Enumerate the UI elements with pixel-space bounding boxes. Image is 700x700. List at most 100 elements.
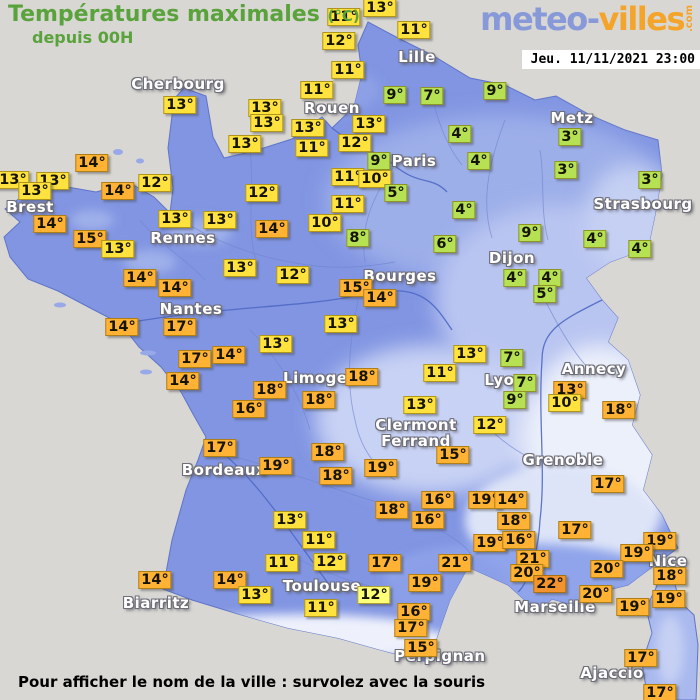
temp-badge[interactable]: 3° — [554, 161, 578, 179]
temp-badge[interactable]: 19° — [408, 574, 442, 592]
temp-badge[interactable]: 4° — [503, 269, 527, 287]
temp-badge[interactable]: 11° — [302, 531, 336, 549]
temp-badge[interactable]: 19° — [616, 598, 650, 616]
temp-badge[interactable]: 13° — [363, 0, 397, 17]
temp-badge[interactable]: 16° — [502, 531, 536, 549]
temp-badge[interactable]: 13° — [453, 345, 487, 363]
temp-badge[interactable]: 7° — [420, 87, 444, 105]
temp-badge[interactable]: 9° — [483, 82, 507, 100]
temp-badge[interactable]: 9° — [503, 391, 527, 409]
temp-badge[interactable]: 19° — [364, 459, 398, 477]
temp-badge[interactable]: 4° — [448, 125, 472, 143]
temp-badge[interactable]: 3° — [638, 171, 662, 189]
temp-badge[interactable]: 13° — [228, 135, 262, 153]
temp-badge[interactable]: 12° — [138, 174, 172, 192]
temp-badge[interactable]: 6° — [433, 235, 457, 253]
temp-badge[interactable]: 13° — [223, 259, 257, 277]
temp-badge[interactable]: 13° — [18, 182, 52, 200]
temp-badge[interactable]: 7° — [500, 349, 524, 367]
temp-badge[interactable]: 13° — [352, 115, 386, 133]
temp-badge[interactable]: 3° — [558, 128, 582, 146]
temp-badge[interactable]: 15° — [73, 230, 107, 248]
temp-badge[interactable]: 11° — [423, 364, 457, 382]
temp-badge[interactable]: 14° — [158, 279, 192, 297]
temp-badge[interactable]: 9° — [367, 152, 391, 170]
temp-badge[interactable]: 11° — [331, 61, 365, 79]
temp-badge[interactable]: 18° — [253, 381, 287, 399]
temp-badge[interactable]: 13° — [273, 511, 307, 529]
temp-badge[interactable]: 18° — [497, 512, 531, 530]
temp-badge[interactable]: 12° — [357, 586, 391, 604]
temp-badge[interactable]: 11° — [397, 21, 431, 39]
temp-badge[interactable]: 18° — [602, 401, 636, 419]
temp-badge[interactable]: 17° — [368, 554, 402, 572]
temp-badge[interactable]: 14° — [213, 571, 247, 589]
temp-badge[interactable]: 5° — [533, 285, 557, 303]
temp-badge[interactable]: 21° — [438, 554, 472, 572]
temp-badge[interactable]: 11° — [300, 81, 334, 99]
temp-badge[interactable]: 14° — [166, 372, 200, 390]
temp-badge[interactable]: 13° — [163, 96, 197, 114]
temp-badge[interactable]: 20° — [579, 585, 613, 603]
temp-badge[interactable]: 12° — [338, 134, 372, 152]
temp-badge[interactable]: 22° — [533, 575, 567, 593]
temp-badge[interactable]: 4° — [583, 230, 607, 248]
temp-badge[interactable]: 18° — [319, 467, 353, 485]
temp-badge[interactable]: 17° — [624, 649, 658, 667]
temp-badge[interactable]: 10° — [358, 170, 392, 188]
temp-badge[interactable]: 17° — [558, 521, 592, 539]
temp-badge[interactable]: 19° — [259, 457, 293, 475]
temp-badge[interactable]: 14° — [494, 491, 528, 509]
temp-badge[interactable]: 14° — [123, 269, 157, 287]
temp-badge[interactable]: 14° — [75, 154, 109, 172]
temp-badge[interactable]: 17° — [178, 350, 212, 368]
temp-badge[interactable]: 14° — [255, 220, 289, 238]
temp-badge[interactable]: 13° — [248, 99, 282, 117]
temp-badge[interactable]: 17° — [203, 439, 237, 457]
temp-badge[interactable]: 9° — [518, 224, 542, 242]
temp-badge[interactable]: 14° — [105, 318, 139, 336]
temp-badge[interactable]: 15° — [404, 639, 438, 657]
temp-badge[interactable]: 18° — [345, 368, 379, 386]
temp-badge[interactable]: 12° — [245, 184, 279, 202]
temp-badge[interactable]: 5° — [384, 184, 408, 202]
temp-badge[interactable]: 13° — [324, 315, 358, 333]
temp-badge[interactable]: 16° — [232, 400, 266, 418]
temp-badge[interactable]: 12° — [322, 32, 356, 50]
temp-badge[interactable]: 16° — [411, 511, 445, 529]
temp-badge[interactable]: 14° — [101, 182, 135, 200]
temp-badge[interactable]: 11° — [304, 599, 338, 617]
temp-badge[interactable]: 14° — [212, 346, 246, 364]
temp-badge[interactable]: 12° — [313, 553, 347, 571]
temp-badge[interactable]: 11° — [327, 8, 361, 26]
temp-badge[interactable]: 20° — [590, 560, 624, 578]
temp-badge[interactable]: 11° — [265, 554, 299, 572]
temp-badge[interactable]: 12° — [473, 416, 507, 434]
temp-badge[interactable]: 11° — [295, 139, 329, 157]
temp-badge[interactable]: 12° — [276, 266, 310, 284]
temp-badge[interactable]: 13° — [403, 396, 437, 414]
temp-badge[interactable]: 17° — [591, 475, 625, 493]
temp-badge[interactable]: 8° — [346, 229, 370, 247]
temp-badge[interactable]: 13° — [259, 335, 293, 353]
temp-badge[interactable]: 17° — [643, 684, 677, 700]
temp-badge[interactable]: 19° — [468, 491, 502, 509]
temp-badge[interactable]: 18° — [653, 567, 687, 585]
temp-badge[interactable]: 7° — [513, 374, 537, 392]
temp-badge[interactable]: 19° — [620, 544, 654, 562]
temp-badge[interactable]: 14° — [33, 215, 67, 233]
temp-badge[interactable]: 13° — [238, 586, 272, 604]
temp-badge[interactable]: 14° — [363, 289, 397, 307]
temp-badge[interactable]: 13° — [158, 210, 192, 228]
meteo-villes-logo[interactable]: meteo-villes .com — [480, 2, 695, 36]
temp-badge[interactable]: 18° — [375, 501, 409, 519]
temp-badge[interactable]: 15° — [436, 446, 470, 464]
temp-badge[interactable]: 18° — [311, 443, 345, 461]
temp-badge[interactable]: 10° — [308, 214, 342, 232]
temp-badge[interactable]: 4° — [628, 240, 652, 258]
temp-badge[interactable]: 21° — [516, 550, 550, 568]
temp-badge[interactable]: 14° — [138, 571, 172, 589]
temp-badge[interactable]: 11° — [331, 168, 365, 186]
temp-badge[interactable]: 17° — [394, 619, 428, 637]
temp-badge[interactable]: 4° — [538, 269, 562, 287]
